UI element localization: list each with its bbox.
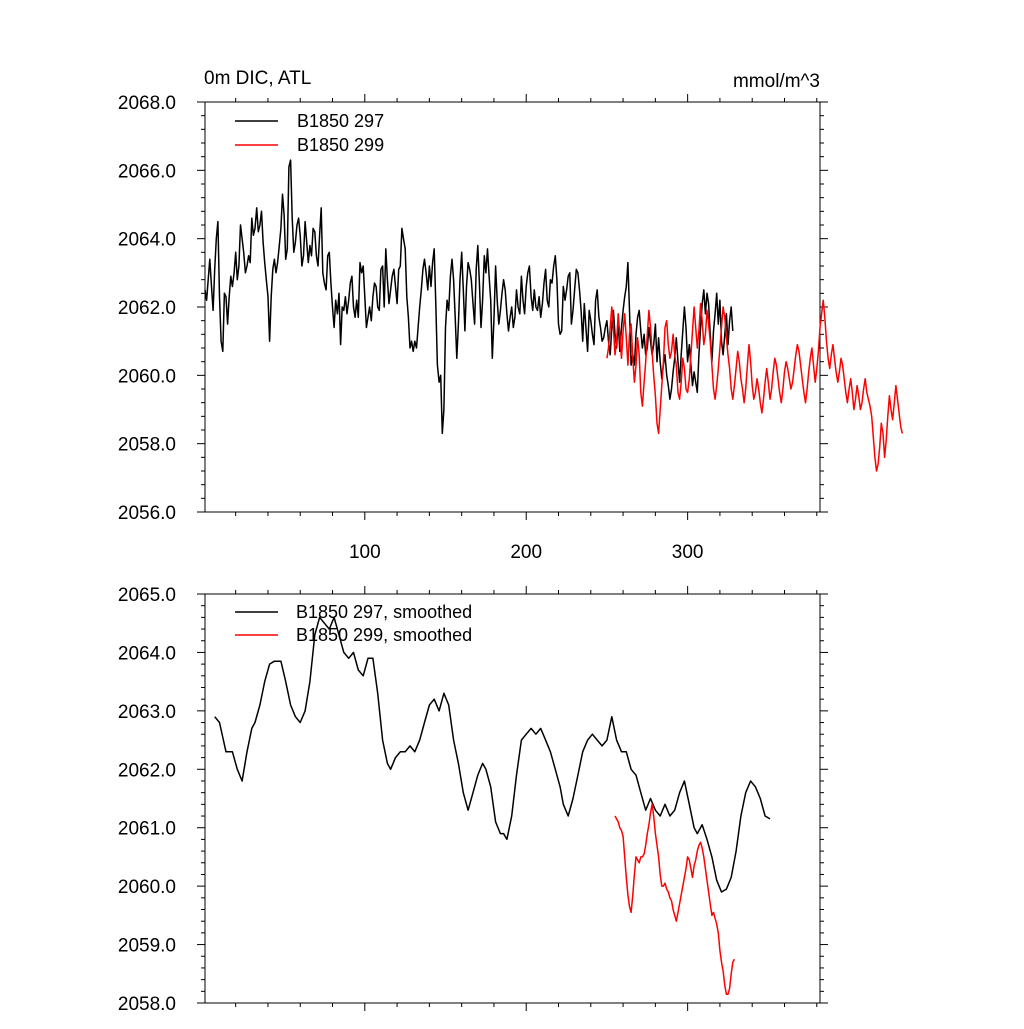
top-panel: 0m DIC, ATL mmol/m^3 2056.02058.02060.02… (118, 68, 904, 563)
top-series-line-b1850-297 (204, 159, 734, 435)
legend-label-b1850-297-smoothed: B1850 297, smoothed (296, 602, 472, 622)
bottom-y-tick-label: 2058.0 (118, 994, 176, 1015)
legend-label-b1850-299-smoothed: B1850 299, smoothed (296, 625, 472, 645)
bottom-y-tick-label: 2060.0 (118, 877, 176, 898)
top-x-tick-label: 300 (672, 542, 704, 563)
top-y-tick-label: 2066.0 (118, 161, 176, 182)
bottom-plot-area: 2058.0 2059.0 2060.0 2061.0 2062.0 2063.0 2064… (118, 585, 828, 1015)
top-y-tick-label: 2058.0 (118, 435, 176, 456)
bottom-plot-frame (204, 593, 821, 1004)
top-panel-title: 0m DIC, ATL (204, 68, 311, 89)
bottom-y-tick-label: 2062.0 (118, 760, 176, 781)
top-series-line-b1850-299 (606, 299, 904, 472)
top-y-tick-label: 2062.0 (118, 298, 176, 319)
top-x-tick-label: 200 (510, 542, 542, 563)
top-y-tick-label: 2068.0 (118, 93, 176, 114)
top-x-tick-label: 100 (349, 542, 381, 563)
top-panel-units-label: mmol/m^3 (733, 71, 820, 92)
top-plot-frame (204, 101, 821, 513)
top-y-tick-label: 2060.0 (118, 366, 176, 387)
bottom-y-tick-label: 2063.0 (118, 702, 176, 723)
bottom-y-tick-label: 2061.0 (118, 819, 176, 840)
top-y-tick-label: 2064.0 (118, 230, 176, 251)
bottom-y-tick-label: 2059.0 (118, 936, 176, 957)
bottom-y-tick-label: 2065.0 (118, 585, 176, 606)
bottom-legend: B1850 297, smoothed B1850 299, smoothed (235, 602, 472, 645)
top-legend: B1850 297 B1850 299 (235, 111, 384, 155)
legend-label-b1850-299: B1850 299 (297, 135, 384, 155)
bottom-panel: 2058.0 2059.0 2060.0 2061.0 2062.0 2063.0 2064… (118, 585, 828, 1015)
bottom-y-tick-label: 2064.0 (118, 643, 176, 664)
top-plot-area: 2056.0 2058.0 2060.0 2062.0 2064.0 2066.0 2068… (118, 93, 904, 563)
top-y-tick-label: 2056.0 (118, 503, 176, 524)
bottom-series-line-b1850-299 (614, 803, 736, 995)
bottom-series-line-b1850-297 (214, 616, 771, 893)
legend-label-b1850-297: B1850 297 (297, 111, 384, 131)
